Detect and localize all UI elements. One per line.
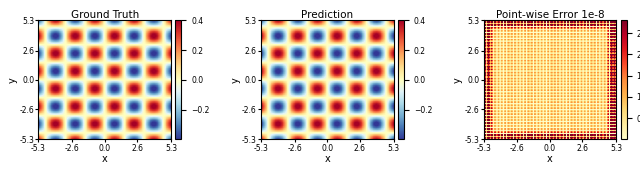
- Title: Prediction: Prediction: [301, 10, 353, 20]
- X-axis label: x: x: [102, 154, 108, 164]
- Title: Ground Truth: Ground Truth: [70, 10, 139, 20]
- Y-axis label: y: y: [453, 77, 463, 83]
- Y-axis label: y: y: [230, 77, 241, 83]
- Y-axis label: y: y: [8, 77, 18, 83]
- X-axis label: x: x: [547, 154, 553, 164]
- X-axis label: x: x: [324, 154, 330, 164]
- Title: Point-wise Error 1e-8: Point-wise Error 1e-8: [495, 10, 604, 20]
